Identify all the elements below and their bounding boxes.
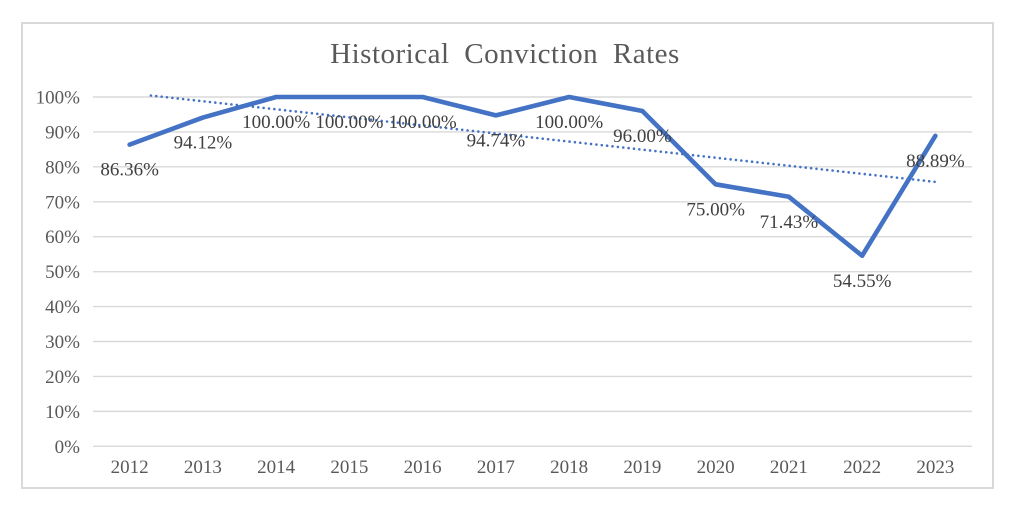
x-axis-tick-label: 2021 (770, 457, 808, 478)
x-axis-tick-label: 2012 (111, 457, 149, 478)
data-label: 75.00% (686, 199, 745, 220)
chart-title: Historical Conviction Rates (330, 38, 680, 70)
y-axis-tick-label: 60% (45, 227, 80, 248)
data-label: 94.12% (174, 133, 233, 154)
series-line (127, 94, 938, 259)
x-axis-tick-label: 2018 (550, 457, 588, 478)
data-label: 96.00% (613, 126, 672, 147)
x-axis-tick-label: 2023 (916, 457, 954, 478)
x-axis-tick-label: 2013 (184, 457, 222, 478)
x-axis-tick-label: 2017 (477, 457, 515, 478)
x-axis-tick-label: 2016 (404, 457, 442, 478)
x-axis-tick-label: 2014 (257, 457, 296, 478)
data-label: 94.74% (467, 130, 526, 151)
y-axis-tick-label: 30% (45, 332, 80, 353)
data-label: 100.00% (389, 112, 457, 133)
y-axis-tick-label: 40% (45, 297, 80, 318)
y-axis-tick-label: 50% (45, 262, 80, 283)
y-axis-tick-label: 80% (45, 157, 80, 178)
data-label: 88.89% (906, 151, 965, 172)
y-axis-tick-label: 100% (36, 88, 81, 109)
data-label: 71.43% (760, 212, 819, 233)
y-axis-tick-label: 20% (45, 367, 80, 388)
data-label: 86.36% (100, 160, 159, 181)
y-axis-tick-label: 90% (45, 122, 80, 143)
y-axis-tick-label: 10% (45, 402, 80, 423)
data-label: 100.00% (315, 112, 383, 133)
x-axis-tick-label: 2019 (623, 457, 661, 478)
y-axis-tick-label: 0% (55, 437, 81, 458)
data-label: 100.00% (242, 112, 310, 133)
data-label: 100.00% (535, 112, 603, 133)
y-axis-tick-label: 70% (45, 192, 80, 213)
data-label: 54.55% (833, 271, 892, 292)
trendline (149, 94, 937, 184)
x-axis-tick-label: 2015 (330, 457, 368, 478)
x-axis-tick-label: 2020 (697, 457, 735, 478)
x-axis-tick-label: 2022 (843, 457, 881, 478)
